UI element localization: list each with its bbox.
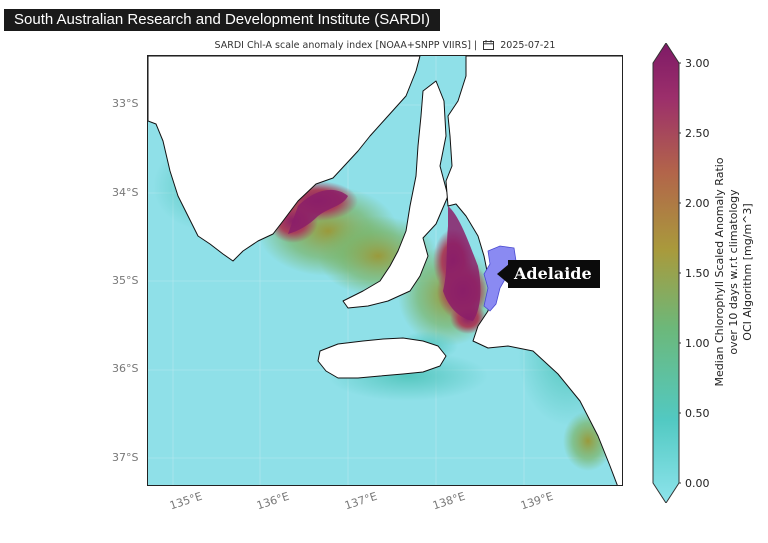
adelaide-pointer	[497, 264, 509, 284]
colorbar-title-line-3: OCI Algorithm [mg/m^3]	[741, 203, 754, 341]
colorbar-tick-3-00: 3.00	[685, 57, 710, 70]
institute-banner: South Australian Research and Developmen…	[4, 9, 441, 31]
lat-label-35: 35°S	[112, 274, 139, 287]
lat-label-33: 33°S	[112, 97, 139, 110]
yorke-peninsula	[342, 80, 449, 309]
lat-label-37: 37°S	[112, 451, 139, 464]
plot-title-text: SARDI Chl-A scale anomaly index [NOAA+SN…	[214, 40, 478, 51]
colorbar-tick-0-00: 0.00	[685, 477, 710, 490]
colorbar-tick-2-00: 2.00	[685, 197, 710, 210]
colorbar-tick-1-50: 1.50	[685, 267, 710, 280]
lat-label-36: 36°S	[112, 362, 139, 375]
lon-label-137: 137°E	[343, 489, 379, 513]
kangaroo-island	[317, 337, 447, 379]
eyre-peninsula	[148, 56, 421, 262]
calendar-icon	[483, 40, 495, 53]
plot-date: 2025-07-21	[500, 40, 556, 51]
colorbar-title: Median Chlorophyll Scaled Anomaly Ratio …	[713, 122, 755, 422]
lat-label-34: 34°S	[112, 186, 139, 199]
lon-label-135: 135°E	[168, 489, 204, 513]
lon-label-138: 138°E	[431, 489, 467, 513]
colorbar-title-line-1: Median Chlorophyll Scaled Anomaly Ratio	[713, 157, 726, 387]
coastal-bloom	[288, 189, 481, 321]
adelaide-label: Adelaide	[508, 260, 600, 288]
colorbar	[652, 43, 681, 503]
colorbar-tick-1-00: 1.00	[685, 337, 710, 350]
colorbar-tick-0-50: 0.50	[685, 407, 710, 420]
colorbar-tick-2-50: 2.50	[685, 127, 710, 140]
lon-label-136: 136°E	[255, 489, 291, 513]
lon-label-139: 139°E	[519, 489, 555, 513]
colorbar-ticks	[679, 62, 681, 484]
plot-title: SARDI Chl-A scale anomaly index [NOAA+SN…	[150, 40, 620, 53]
colorbar-title-line-2: over 10 days w.r.t climatology	[727, 189, 740, 355]
